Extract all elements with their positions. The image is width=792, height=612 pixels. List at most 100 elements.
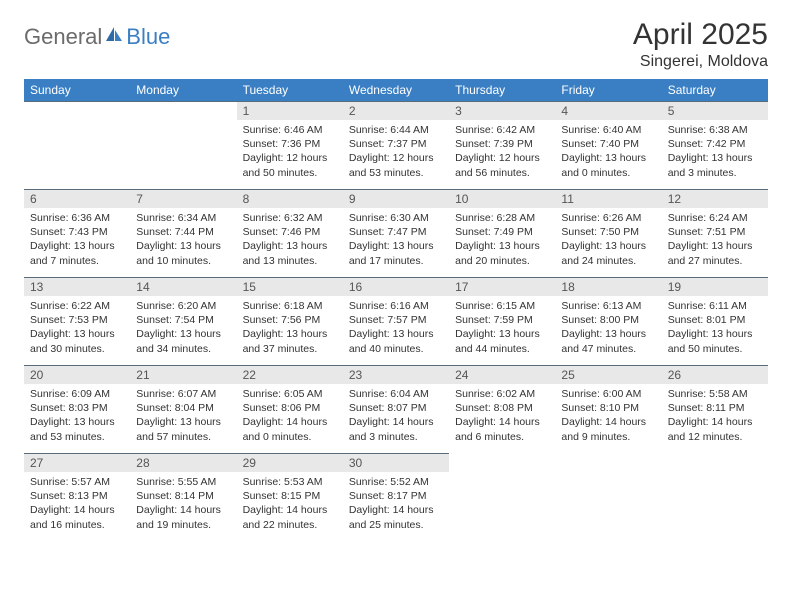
- daylight-line: Daylight: 14 hours and 6 minutes.: [455, 416, 540, 442]
- sunrise-line: Sunrise: 5:57 AM: [30, 476, 110, 488]
- day-data: Sunrise: 5:57 AMSunset: 8:13 PMDaylight:…: [24, 472, 130, 538]
- header: General Blue April 2025 Singerei, Moldov…: [24, 18, 768, 71]
- day-number: 12: [662, 189, 768, 208]
- day-number: 29: [237, 453, 343, 472]
- day-data: Sunrise: 5:52 AMSunset: 8:17 PMDaylight:…: [343, 472, 449, 538]
- sunset-line: Sunset: 7:40 PM: [561, 138, 639, 150]
- daylight-line: Daylight: 12 hours and 56 minutes.: [455, 152, 540, 178]
- sunset-line: Sunset: 7:39 PM: [455, 138, 533, 150]
- sunset-line: Sunset: 7:54 PM: [136, 314, 214, 326]
- sunset-line: Sunset: 8:06 PM: [243, 402, 321, 414]
- sunrise-line: Sunrise: 6:11 AM: [668, 300, 747, 312]
- day-data: Sunrise: 6:34 AMSunset: 7:44 PMDaylight:…: [130, 208, 236, 274]
- sunset-line: Sunset: 7:47 PM: [349, 226, 427, 238]
- day-data: Sunrise: 6:05 AMSunset: 8:06 PMDaylight:…: [237, 384, 343, 450]
- logo-text-general: General: [24, 24, 102, 50]
- day-data: Sunrise: 6:42 AMSunset: 7:39 PMDaylight:…: [449, 120, 555, 186]
- sunset-line: Sunset: 7:43 PM: [30, 226, 108, 238]
- sunrise-line: Sunrise: 6:34 AM: [136, 212, 216, 224]
- daylight-line: Daylight: 13 hours and 37 minutes.: [243, 328, 328, 354]
- calendar-week-row: 6Sunrise: 6:36 AMSunset: 7:43 PMDaylight…: [24, 189, 768, 277]
- sunrise-line: Sunrise: 6:24 AM: [668, 212, 748, 224]
- day-number: 4: [555, 101, 661, 120]
- daylight-line: Daylight: 13 hours and 10 minutes.: [136, 240, 221, 266]
- day-data: Sunrise: 6:11 AMSunset: 8:01 PMDaylight:…: [662, 296, 768, 362]
- calendar-cell: 25Sunrise: 6:00 AMSunset: 8:10 PMDayligh…: [555, 365, 661, 453]
- sunrise-line: Sunrise: 6:44 AM: [349, 124, 429, 136]
- daylight-line: Daylight: 13 hours and 3 minutes.: [668, 152, 753, 178]
- calendar-cell: 20Sunrise: 6:09 AMSunset: 8:03 PMDayligh…: [24, 365, 130, 453]
- sunrise-line: Sunrise: 6:18 AM: [243, 300, 323, 312]
- sunrise-line: Sunrise: 6:22 AM: [30, 300, 110, 312]
- daylight-line: Daylight: 14 hours and 25 minutes.: [349, 504, 434, 530]
- sunrise-line: Sunrise: 6:40 AM: [561, 124, 641, 136]
- daylight-line: Daylight: 14 hours and 9 minutes.: [561, 416, 646, 442]
- sunrise-line: Sunrise: 6:30 AM: [349, 212, 429, 224]
- calendar-cell: 18Sunrise: 6:13 AMSunset: 8:00 PMDayligh…: [555, 277, 661, 365]
- sunrise-line: Sunrise: 6:04 AM: [349, 388, 429, 400]
- day-data: Sunrise: 6:28 AMSunset: 7:49 PMDaylight:…: [449, 208, 555, 274]
- calendar-cell: 30Sunrise: 5:52 AMSunset: 8:17 PMDayligh…: [343, 453, 449, 541]
- sunset-line: Sunset: 7:53 PM: [30, 314, 108, 326]
- day-number: 5: [662, 101, 768, 120]
- calendar-week-row: 20Sunrise: 6:09 AMSunset: 8:03 PMDayligh…: [24, 365, 768, 453]
- day-number: 25: [555, 365, 661, 384]
- calendar-cell: 26Sunrise: 5:58 AMSunset: 8:11 PMDayligh…: [662, 365, 768, 453]
- calendar-cell: 17Sunrise: 6:15 AMSunset: 7:59 PMDayligh…: [449, 277, 555, 365]
- daylight-line: Daylight: 12 hours and 53 minutes.: [349, 152, 434, 178]
- sunrise-line: Sunrise: 5:52 AM: [349, 476, 429, 488]
- weekday-header: Saturday: [662, 79, 768, 101]
- daylight-line: Daylight: 13 hours and 57 minutes.: [136, 416, 221, 442]
- sunset-line: Sunset: 8:04 PM: [136, 402, 214, 414]
- calendar-cell: 13Sunrise: 6:22 AMSunset: 7:53 PMDayligh…: [24, 277, 130, 365]
- daylight-line: Daylight: 13 hours and 20 minutes.: [455, 240, 540, 266]
- day-number: 10: [449, 189, 555, 208]
- daylight-line: Daylight: 13 hours and 47 minutes.: [561, 328, 646, 354]
- weekday-header: Wednesday: [343, 79, 449, 101]
- day-number: 16: [343, 277, 449, 296]
- sunset-line: Sunset: 8:01 PM: [668, 314, 746, 326]
- weekday-header: Tuesday: [237, 79, 343, 101]
- calendar-cell: 8Sunrise: 6:32 AMSunset: 7:46 PMDaylight…: [237, 189, 343, 277]
- calendar-cell: 2Sunrise: 6:44 AMSunset: 7:37 PMDaylight…: [343, 101, 449, 189]
- sunset-line: Sunset: 7:37 PM: [349, 138, 427, 150]
- daylight-line: Daylight: 13 hours and 40 minutes.: [349, 328, 434, 354]
- calendar-cell: 10Sunrise: 6:28 AMSunset: 7:49 PMDayligh…: [449, 189, 555, 277]
- sunset-line: Sunset: 8:03 PM: [30, 402, 108, 414]
- calendar-cell: 19Sunrise: 6:11 AMSunset: 8:01 PMDayligh…: [662, 277, 768, 365]
- daylight-line: Daylight: 14 hours and 0 minutes.: [243, 416, 328, 442]
- sunset-line: Sunset: 7:51 PM: [668, 226, 746, 238]
- day-data: Sunrise: 6:07 AMSunset: 8:04 PMDaylight:…: [130, 384, 236, 450]
- daylight-line: Daylight: 14 hours and 19 minutes.: [136, 504, 221, 530]
- sunrise-line: Sunrise: 6:32 AM: [243, 212, 323, 224]
- day-data: Sunrise: 6:16 AMSunset: 7:57 PMDaylight:…: [343, 296, 449, 362]
- sunrise-line: Sunrise: 6:02 AM: [455, 388, 535, 400]
- daylight-line: Daylight: 13 hours and 7 minutes.: [30, 240, 115, 266]
- day-number: 3: [449, 101, 555, 120]
- calendar-cell: 28Sunrise: 5:55 AMSunset: 8:14 PMDayligh…: [130, 453, 236, 541]
- day-data: Sunrise: 6:32 AMSunset: 7:46 PMDaylight:…: [237, 208, 343, 274]
- sunset-line: Sunset: 8:14 PM: [136, 490, 214, 502]
- calendar-cell: 1Sunrise: 6:46 AMSunset: 7:36 PMDaylight…: [237, 101, 343, 189]
- calendar-cell: 5Sunrise: 6:38 AMSunset: 7:42 PMDaylight…: [662, 101, 768, 189]
- sunrise-line: Sunrise: 6:15 AM: [455, 300, 535, 312]
- daylight-line: Daylight: 13 hours and 34 minutes.: [136, 328, 221, 354]
- day-number: 21: [130, 365, 236, 384]
- sunset-line: Sunset: 8:13 PM: [30, 490, 108, 502]
- calendar-cell: [555, 453, 661, 541]
- day-data: Sunrise: 6:46 AMSunset: 7:36 PMDaylight:…: [237, 120, 343, 186]
- logo-sail-icon: [104, 25, 124, 50]
- calendar-cell: [662, 453, 768, 541]
- sunrise-line: Sunrise: 6:09 AM: [30, 388, 110, 400]
- day-number: 23: [343, 365, 449, 384]
- calendar-cell: [24, 101, 130, 189]
- day-data: Sunrise: 6:15 AMSunset: 7:59 PMDaylight:…: [449, 296, 555, 362]
- sunset-line: Sunset: 7:50 PM: [561, 226, 639, 238]
- sunrise-line: Sunrise: 5:55 AM: [136, 476, 216, 488]
- day-number: 6: [24, 189, 130, 208]
- calendar-cell: 11Sunrise: 6:26 AMSunset: 7:50 PMDayligh…: [555, 189, 661, 277]
- daylight-line: Daylight: 13 hours and 13 minutes.: [243, 240, 328, 266]
- sunrise-line: Sunrise: 6:00 AM: [561, 388, 641, 400]
- day-number: 30: [343, 453, 449, 472]
- calendar-cell: 21Sunrise: 6:07 AMSunset: 8:04 PMDayligh…: [130, 365, 236, 453]
